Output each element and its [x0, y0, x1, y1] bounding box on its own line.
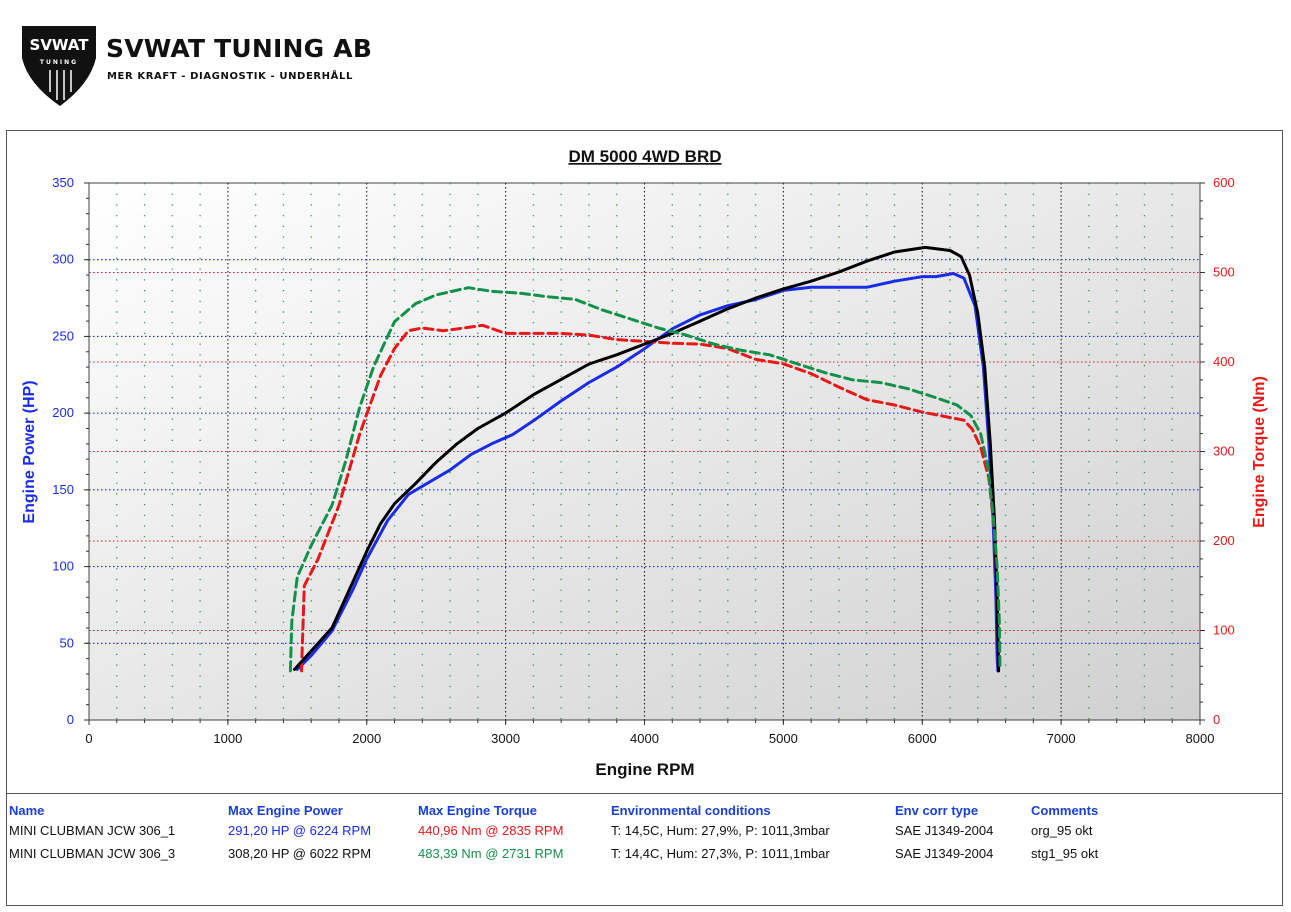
row2-comments: stg1_95 okt — [1031, 846, 1099, 861]
header-max-power: Max Engine Power — [228, 803, 343, 818]
x-tick-label: 8000 — [1186, 731, 1215, 746]
y-left-tick-label: 350 — [52, 175, 74, 190]
company-name: SVWAT TUNING AB — [106, 34, 373, 63]
row1-comments: org_95 okt — [1031, 823, 1093, 838]
y-right-tick-label: 500 — [1213, 265, 1235, 280]
y-left-tick-label: 0 — [67, 712, 74, 727]
x-tick-label: 1000 — [213, 731, 242, 746]
row2-env-corr: SAE J1349-2004 — [895, 846, 994, 861]
row2-max-power: 308,20 HP @ 6022 RPM — [228, 846, 372, 861]
y-left-tick-label: 250 — [52, 328, 74, 343]
page-header: SVWAT TUNING SVWAT TUNING AB MER KRAFT -… — [0, 0, 1291, 120]
x-tick-label: 5000 — [769, 731, 798, 746]
y-left-tick-label: 50 — [60, 635, 74, 650]
y-axis-right-label: Engine Torque (Nm) — [1251, 376, 1268, 528]
row1-max-torque: 440,96 Nm @ 2835 RPM — [418, 823, 564, 838]
y-axis-left-label: Engine Power (HP) — [21, 380, 38, 523]
y-left-tick-label: 150 — [52, 482, 74, 497]
logo-text: SVWAT — [30, 36, 90, 54]
x-tick-label: 7000 — [1047, 731, 1076, 746]
row1-env-corr: SAE J1349-2004 — [895, 823, 994, 838]
x-tick-label: 6000 — [908, 731, 937, 746]
y-left-tick-label: 100 — [52, 559, 74, 574]
chart-title: DM 5000 4WD BRD — [568, 147, 721, 166]
row1-max-power: 291,20 HP @ 6224 RPM — [228, 823, 372, 838]
x-tick-label: 2000 — [352, 731, 381, 746]
row2-max-torque: 483,39 Nm @ 2731 RPM — [418, 846, 564, 861]
dyno-chart: 0 1000 2000 3000 4000 5000 6000 7000 80000501001… — [21, 147, 1268, 779]
results-divider — [6, 793, 1283, 794]
series-run2-power — [293, 245, 1001, 673]
header-env: Environmental conditions — [611, 803, 771, 818]
header-name: Name — [9, 803, 45, 818]
header-comments: Comments — [1031, 803, 1099, 818]
y-right-tick-label: 200 — [1213, 533, 1235, 548]
row2-name: MINI CLUBMAN JCW 306_3 — [9, 846, 176, 861]
series-run2-torque — [288, 286, 1002, 673]
x-tick-label: 3000 — [491, 731, 520, 746]
series-run1-torque — [300, 323, 1001, 673]
y-right-tick-label: 600 — [1213, 175, 1235, 190]
company-tagline: MER KRAFT - DIAGNOSTIK - UNDERHÅLL — [107, 71, 353, 82]
y-right-tick-label: 100 — [1213, 623, 1235, 638]
row2-env: T: 14,4C, Hum: 27,3%, P: 1011,1mbar — [611, 846, 830, 861]
x-tick-label: 4000 — [630, 731, 659, 746]
x-axis-label: Engine RPM — [595, 760, 694, 779]
y-left-tick-label: 200 — [52, 405, 74, 420]
row1-name: MINI CLUBMAN JCW 306_1 — [9, 823, 176, 838]
header-max-torque: Max Engine Torque — [418, 803, 537, 818]
row1-env: T: 14,5C, Hum: 27,9%, P: 1011,3mbar — [611, 823, 830, 838]
y-right-tick-label: 400 — [1213, 354, 1235, 369]
x-tick-label: 0 — [85, 731, 92, 746]
company-logo: SVWAT TUNING — [22, 26, 96, 106]
logo-subtext: TUNING — [40, 59, 78, 66]
series-group — [288, 245, 1002, 673]
y-right-tick-label: 300 — [1213, 444, 1235, 459]
y-left-tick-label: 300 — [52, 252, 74, 267]
header-env-corr: Env corr type — [895, 803, 979, 818]
y-right-tick-label: 0 — [1213, 712, 1220, 727]
axes: 0 1000 2000 3000 4000 5000 6000 7000 80000501001… — [52, 175, 1234, 746]
